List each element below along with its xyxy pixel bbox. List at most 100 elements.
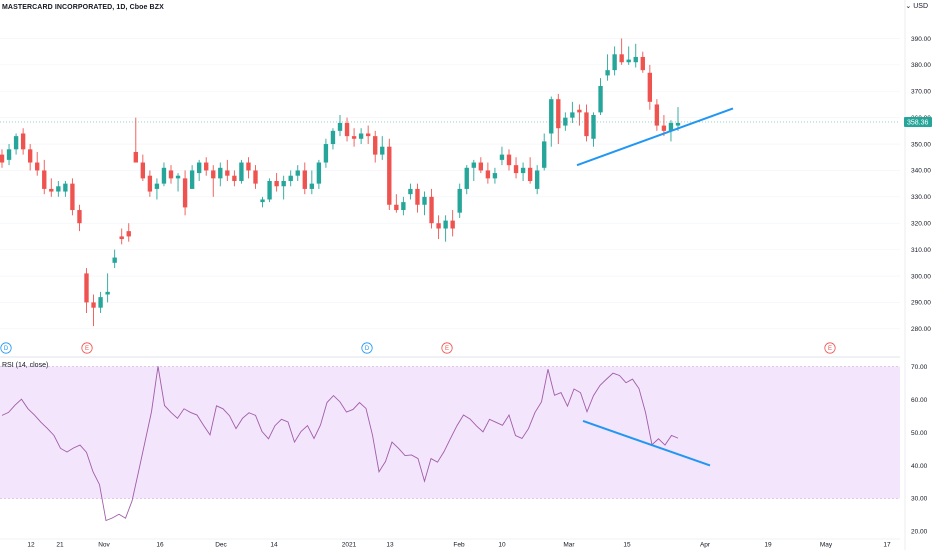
earnings-marker[interactable]: E — [441, 342, 453, 354]
candle-body — [91, 302, 96, 308]
candle-body — [13, 136, 19, 150]
price-tick-label: 340.00 — [911, 168, 931, 175]
candle-body — [549, 99, 554, 134]
candle-body — [225, 170, 230, 176]
candle-body — [204, 162, 209, 171]
candle-body — [358, 133, 364, 139]
candle-body — [105, 291, 110, 295]
candle-body — [84, 273, 89, 303]
x-tick-label: Dec — [215, 542, 227, 549]
candle-body — [626, 59, 631, 63]
price-tick-label: 280.00 — [911, 326, 931, 333]
candle-body — [380, 146, 385, 155]
candle-body — [154, 183, 160, 189]
x-tick-label: May — [820, 542, 833, 549]
candle-body — [6, 149, 12, 160]
rsi-tick-label: 40.00 — [911, 463, 928, 470]
candle-body — [436, 223, 441, 229]
candle-body — [119, 236, 124, 240]
candle-body — [598, 85, 603, 113]
chevron-down-icon: ⌄ — [905, 3, 912, 10]
price-gridlines — [0, 38, 900, 330]
candle-body — [387, 146, 392, 205]
candle-body — [633, 56, 638, 63]
symbol-title-text: MASTERCARD INCORPORATED, 1D, Cboe BZX — [2, 4, 164, 11]
candle-body — [133, 151, 138, 163]
candle-body — [527, 167, 533, 181]
price-trendline-group[interactable] — [576, 107, 734, 167]
rsi-trendline-group[interactable] — [582, 420, 711, 467]
candle-body — [415, 188, 420, 205]
candle-body — [260, 199, 265, 203]
candle-body — [351, 136, 357, 139]
time-x-axis[interactable]: 12 21 Nov 16 Dec 14 2021 13 Feb 10 Mar 15 Apr 19 May 17 — [0, 538, 900, 549]
candle-body — [647, 72, 653, 102]
candle-body — [408, 188, 413, 195]
x-tick-label: 15 — [623, 542, 631, 549]
candle-body — [182, 178, 188, 208]
candle-body — [189, 170, 195, 189]
price-trendline — [576, 107, 734, 167]
event-letter: E — [828, 346, 832, 352]
price-tick-label: 390.00 — [911, 36, 931, 43]
price-tick-label: 300.00 — [911, 273, 931, 280]
price-tick-label: 350.00 — [911, 141, 931, 148]
candle-body — [239, 162, 244, 181]
price-tick-label: 310.00 — [911, 247, 931, 254]
candle-body — [661, 125, 667, 131]
currency-selector[interactable]: ⌄ USD — [905, 2, 928, 10]
event-letter: E — [85, 346, 89, 352]
candle-body — [429, 196, 434, 224]
earnings-marker[interactable]: E — [824, 342, 836, 354]
candle-body — [168, 170, 174, 179]
candle-body — [485, 170, 491, 179]
x-tick-label: 12 — [27, 542, 35, 549]
candle-body — [302, 170, 307, 189]
candle-body — [267, 181, 272, 200]
candle-body — [654, 104, 660, 126]
candle-body — [457, 188, 462, 213]
candle-body — [534, 170, 540, 189]
event-circle — [824, 342, 836, 354]
rsi-tick-label: 60.00 — [911, 397, 928, 404]
price-tick-label: 330.00 — [911, 194, 931, 201]
candle-body — [147, 175, 153, 192]
candle-body — [619, 54, 624, 63]
event-letter: E — [445, 346, 449, 352]
x-tick-label: 14 — [270, 542, 278, 549]
candle-body — [77, 210, 82, 224]
dividend-marker[interactable]: D — [0, 342, 12, 354]
candle-body — [253, 170, 258, 184]
candle-body — [232, 175, 237, 181]
candle-body — [98, 297, 103, 308]
dividend-marker[interactable]: D — [361, 342, 373, 354]
candle-body — [520, 167, 526, 174]
x-tick-label: 16 — [156, 542, 164, 549]
rsi-indicator-label[interactable]: RSI (14, close) — [2, 362, 48, 369]
candle-body — [612, 54, 617, 71]
candle-body — [365, 133, 371, 137]
candle-body — [563, 117, 568, 126]
currency-label: USD — [913, 3, 928, 10]
candle-body — [316, 162, 322, 184]
candle-body — [492, 173, 498, 179]
rsi-tick-label: 30.00 — [911, 496, 928, 503]
candle-body — [309, 183, 315, 189]
earnings-marker[interactable]: E — [81, 342, 93, 354]
x-tick-label: 21 — [56, 542, 64, 549]
rsi-tick-label: 50.00 — [911, 430, 928, 437]
candle-body — [570, 112, 575, 118]
candle-body — [211, 170, 216, 179]
candle-body — [394, 204, 399, 211]
candle-body — [373, 136, 378, 155]
last-price-badge-group: 358.36 — [0, 116, 932, 127]
rsi-trendline — [582, 420, 711, 467]
candle-body — [295, 170, 300, 176]
symbol-title[interactable]: MASTERCARD INCORPORATED, 1D, Cboe BZX — [2, 4, 164, 11]
candle-body — [513, 165, 519, 174]
rsi-band — [0, 366, 900, 499]
x-tick-label: Mar — [563, 542, 575, 549]
price-candles[interactable] — [0, 38, 681, 327]
